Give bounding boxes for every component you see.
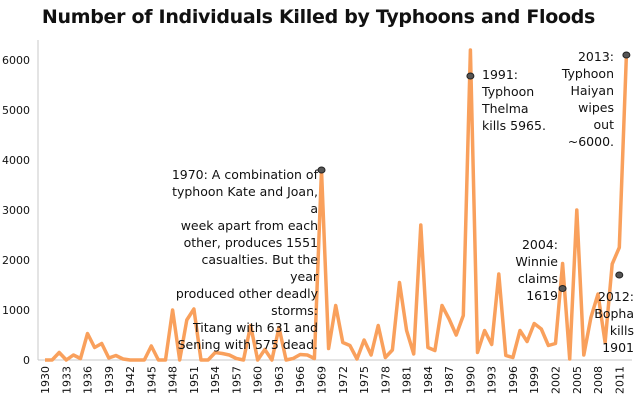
x-tick-label: 2005 (571, 366, 584, 394)
x-tick-label: 1948 (167, 366, 180, 394)
annotation-line: 1970: A combination of (171, 167, 318, 182)
x-tick-label: 1960 (252, 366, 265, 394)
x-tick-label: 1930 (39, 366, 52, 394)
x-tick-label: 1945 (145, 366, 158, 394)
x-tick-label: 1972 (337, 366, 350, 394)
x-tick-label: 1966 (294, 366, 307, 394)
annotation-line: Sening with 575 dead. (177, 337, 318, 352)
annotation-1970: 1970: A combination of typhoon Kate and J… (170, 166, 318, 353)
y-tick-label: 0 (23, 354, 30, 367)
data-series-line (45, 48, 629, 362)
x-tick-label: 1936 (82, 366, 95, 394)
x-tick-label: 1963 (273, 366, 286, 394)
x-tick-label: 2008 (592, 366, 605, 394)
annotation-line: wipes out (578, 100, 614, 132)
annotation-2013: 2013: Typhoon Haiyan wipes out ~6000. (560, 48, 614, 150)
x-tick-label: 1981 (401, 366, 414, 394)
annotation-line: week apart from each (180, 218, 318, 233)
x-tick-label: 1978 (379, 366, 392, 394)
annotation-line: 1619 (526, 288, 558, 303)
y-tick-label: 5000 (2, 104, 30, 117)
annotation-line: other, produces 1551 (183, 235, 318, 250)
x-tick-label: 1987 (443, 366, 456, 394)
annotation-line: 2004: (521, 237, 558, 252)
annotation-line: Haiyan (570, 83, 614, 98)
x-tick-label: 1996 (507, 366, 520, 394)
x-tick-label: 1954 (209, 366, 222, 394)
annotation-marker (558, 285, 567, 292)
annotation-marker (622, 51, 631, 59)
x-tick-label: 1993 (486, 366, 499, 394)
annotation-line: Thelma (482, 101, 529, 116)
annotation-line: Typhoon (482, 84, 535, 99)
x-tick-label: 1957 (230, 366, 243, 394)
x-tick-label: 1969 (316, 366, 329, 394)
y-tick-label: 3000 (2, 204, 30, 217)
annotation-1991: 1991: Typhoon Thelma kills 5965. (482, 66, 546, 134)
x-tick-label: 1942 (124, 366, 137, 394)
x-tick-label: 1999 (528, 366, 541, 394)
annotation-line: Titang with 631 and (193, 320, 318, 335)
annotation-line: Winnie (515, 254, 558, 269)
annotation-line: ~6000. (567, 134, 614, 149)
annotation-line: Typhoon (561, 66, 614, 81)
x-tick-label: 1933 (60, 366, 73, 394)
x-tick-label: 1975 (358, 366, 371, 394)
annotation-line: storms: (271, 303, 318, 318)
x-tick-label: 1984 (422, 366, 435, 394)
y-tick-label: 6000 (2, 54, 30, 67)
annotation-line: kills 5965. (482, 118, 546, 133)
x-tick-label: 2002 (549, 366, 562, 394)
y-tick-label: 4000 (2, 154, 30, 167)
annotation-line: Bopha kills (594, 306, 634, 338)
chart-title: Number of Individuals Killed by Typhoons… (41, 6, 596, 28)
y-tick-label: 1000 (2, 304, 30, 317)
x-tick-label: 1939 (103, 366, 116, 394)
annotation-marker (466, 72, 475, 80)
annotation-line: casualties. But the year (201, 252, 318, 284)
annotation-marker (615, 271, 624, 279)
x-tick-label: 1990 (464, 366, 477, 394)
annotation-line: typhoon Kate and Joan, a (172, 184, 318, 216)
y-tick-label: 2000 (2, 254, 30, 267)
x-tick-label: 2011 (613, 366, 626, 394)
annotation-line: 1991: (482, 67, 519, 82)
x-tick-label: 1951 (188, 366, 201, 394)
annotation-line: 2013: (577, 49, 614, 64)
annotation-line: 2012: (597, 289, 634, 304)
annotation-line: produced other deadly (175, 286, 318, 301)
annotation-2004: 2004: Winnie claims 1619 (508, 236, 558, 304)
annotation-marker (317, 166, 326, 174)
annotation-line: claims (517, 271, 558, 286)
annotation-line: 1901 (602, 340, 634, 355)
annotation-2012: 2012: Bopha kills 1901 (570, 288, 634, 356)
